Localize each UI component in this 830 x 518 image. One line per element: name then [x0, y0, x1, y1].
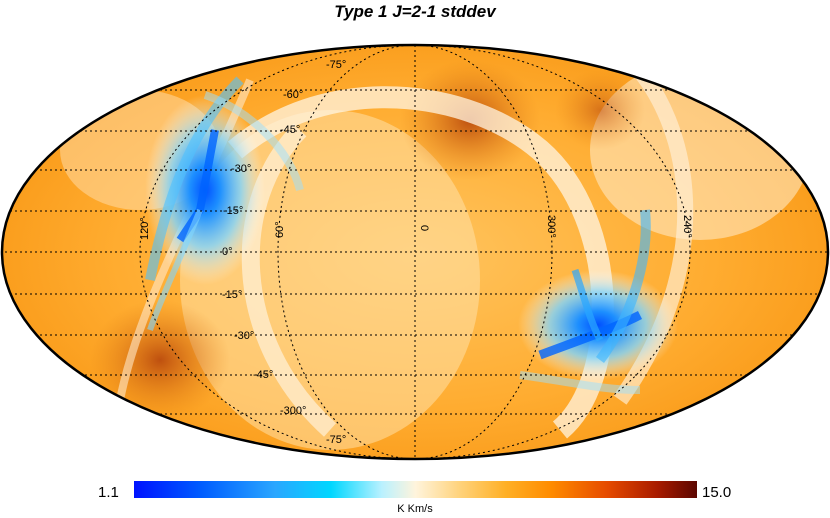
lat-label: -45° — [280, 124, 300, 136]
lat-label: -75° — [326, 59, 346, 71]
lon-label: 60° — [274, 221, 286, 238]
lat-label: -30° — [231, 163, 251, 175]
map-boundary — [0, 43, 830, 461]
lat-label: -15° — [223, 205, 243, 217]
lat-label: -30° — [234, 330, 254, 342]
lon-label: 120° — [139, 217, 151, 240]
lon-label: 300° — [545, 215, 557, 238]
lat-label: 0° — [222, 246, 233, 258]
map-title: Type 1 J=2-1 stddev — [334, 2, 496, 21]
lat-label: -300° — [280, 405, 306, 417]
lat-label: -60° — [283, 89, 303, 101]
lat-label: -75° — [326, 434, 346, 446]
lon-label: 0 — [418, 225, 430, 231]
lon-label: 240° — [681, 215, 693, 238]
lat-label: -15° — [222, 289, 242, 301]
lat-label: -45° — [253, 369, 273, 381]
